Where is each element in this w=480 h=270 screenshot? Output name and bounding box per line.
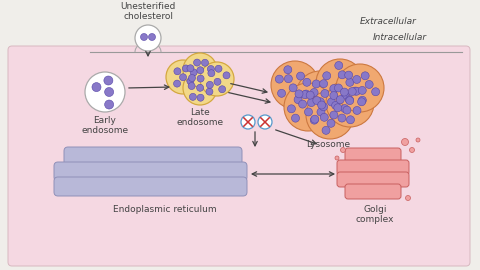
Circle shape xyxy=(105,87,114,96)
Circle shape xyxy=(148,33,156,40)
Circle shape xyxy=(92,83,101,92)
Circle shape xyxy=(208,70,215,77)
Circle shape xyxy=(85,72,125,112)
Circle shape xyxy=(206,88,213,95)
Circle shape xyxy=(335,62,343,69)
Circle shape xyxy=(318,101,325,109)
FancyBboxPatch shape xyxy=(64,147,242,166)
FancyBboxPatch shape xyxy=(345,148,401,163)
Circle shape xyxy=(190,93,196,100)
Circle shape xyxy=(291,114,300,122)
Circle shape xyxy=(358,98,366,106)
Circle shape xyxy=(416,138,420,142)
Text: Late
endosome: Late endosome xyxy=(177,108,224,127)
FancyBboxPatch shape xyxy=(337,160,409,175)
Circle shape xyxy=(202,59,208,66)
Circle shape xyxy=(372,88,380,96)
Circle shape xyxy=(183,53,217,87)
Circle shape xyxy=(189,75,195,82)
Circle shape xyxy=(307,99,315,107)
Circle shape xyxy=(341,91,349,99)
Circle shape xyxy=(182,65,190,72)
Circle shape xyxy=(304,108,312,116)
Circle shape xyxy=(312,80,320,88)
Circle shape xyxy=(258,115,272,129)
FancyBboxPatch shape xyxy=(8,46,470,266)
Circle shape xyxy=(336,64,384,112)
Circle shape xyxy=(348,87,356,96)
Circle shape xyxy=(310,116,318,124)
FancyBboxPatch shape xyxy=(345,184,401,199)
Circle shape xyxy=(345,71,353,79)
Circle shape xyxy=(353,75,361,83)
Text: Early
endosome: Early endosome xyxy=(82,116,129,135)
Text: Lysosome: Lysosome xyxy=(306,140,350,149)
Circle shape xyxy=(180,74,187,81)
Circle shape xyxy=(288,105,295,113)
Circle shape xyxy=(207,66,215,73)
Circle shape xyxy=(306,91,314,99)
Circle shape xyxy=(284,66,292,74)
Circle shape xyxy=(409,147,415,153)
Circle shape xyxy=(343,106,351,114)
Circle shape xyxy=(346,97,354,104)
Circle shape xyxy=(326,79,374,127)
Circle shape xyxy=(141,33,147,40)
Circle shape xyxy=(334,104,342,112)
Circle shape xyxy=(187,78,194,85)
Circle shape xyxy=(330,111,338,119)
Circle shape xyxy=(347,116,354,124)
Circle shape xyxy=(276,75,283,83)
Circle shape xyxy=(284,83,332,131)
Circle shape xyxy=(190,69,197,76)
Text: Intracellular: Intracellular xyxy=(373,33,427,42)
Circle shape xyxy=(303,78,311,86)
Text: Unesterified
cholesterol: Unesterified cholesterol xyxy=(120,2,176,21)
Circle shape xyxy=(104,76,113,85)
Circle shape xyxy=(341,104,349,113)
Circle shape xyxy=(361,72,369,80)
Circle shape xyxy=(320,113,328,121)
Circle shape xyxy=(289,84,297,92)
Circle shape xyxy=(174,80,180,87)
Circle shape xyxy=(330,85,338,93)
Circle shape xyxy=(183,71,217,105)
Circle shape xyxy=(206,81,214,88)
Circle shape xyxy=(105,100,114,109)
Circle shape xyxy=(296,71,344,119)
FancyBboxPatch shape xyxy=(337,172,409,187)
Circle shape xyxy=(332,102,340,109)
Circle shape xyxy=(340,147,346,153)
Circle shape xyxy=(320,103,327,111)
Circle shape xyxy=(327,119,335,127)
Circle shape xyxy=(336,96,344,104)
Circle shape xyxy=(359,96,366,104)
Circle shape xyxy=(166,60,200,94)
Circle shape xyxy=(330,92,338,100)
Circle shape xyxy=(406,195,410,201)
Circle shape xyxy=(346,96,353,104)
Circle shape xyxy=(335,156,339,160)
Circle shape xyxy=(338,71,346,79)
Circle shape xyxy=(338,114,346,122)
Circle shape xyxy=(311,115,319,123)
Circle shape xyxy=(306,91,354,139)
Circle shape xyxy=(215,65,222,72)
Circle shape xyxy=(294,96,302,104)
Circle shape xyxy=(310,89,318,96)
Circle shape xyxy=(401,139,408,146)
Circle shape xyxy=(297,72,304,80)
Circle shape xyxy=(317,108,325,116)
Circle shape xyxy=(351,87,360,95)
Circle shape xyxy=(301,91,309,99)
Circle shape xyxy=(365,80,373,89)
Circle shape xyxy=(277,89,286,97)
Circle shape xyxy=(295,90,303,98)
Circle shape xyxy=(188,83,195,90)
FancyBboxPatch shape xyxy=(54,177,247,196)
Circle shape xyxy=(340,88,348,96)
Circle shape xyxy=(174,68,181,75)
Circle shape xyxy=(316,59,364,107)
Text: Extracellular: Extracellular xyxy=(360,18,417,26)
